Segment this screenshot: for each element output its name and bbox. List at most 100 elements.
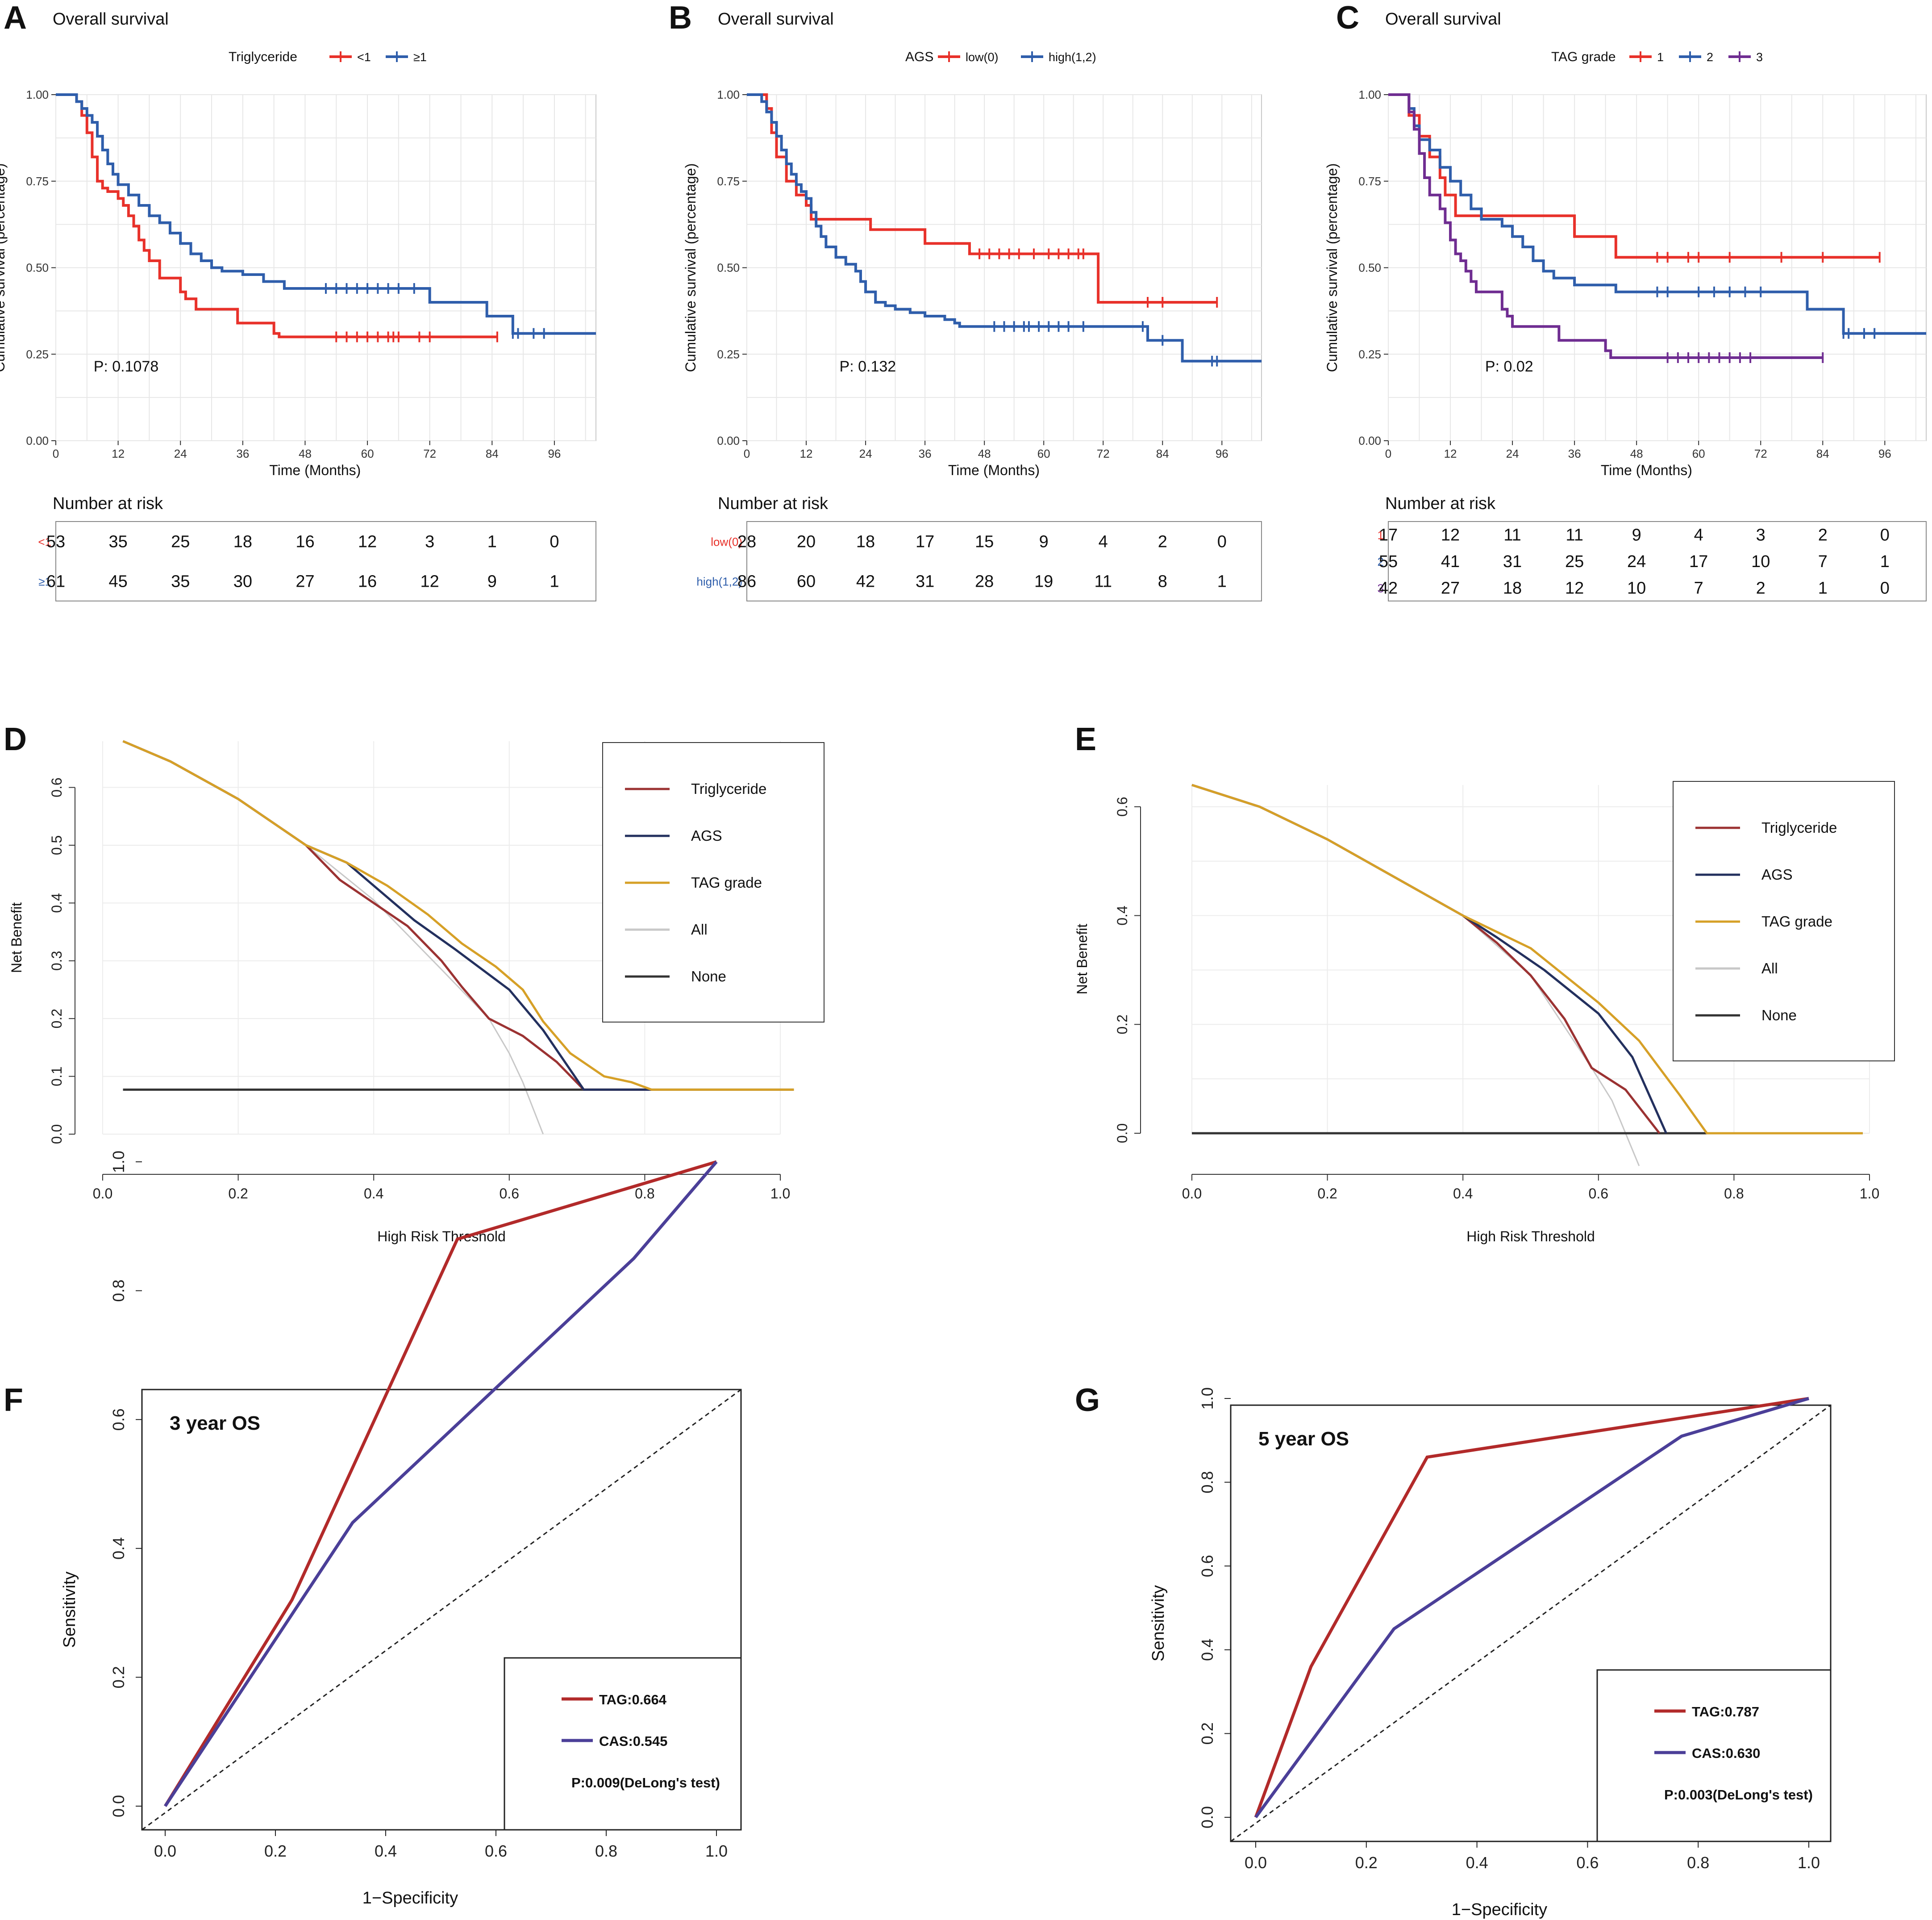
plot-title: 3 year OS xyxy=(170,1412,260,1434)
x-tick-label: 12 xyxy=(1444,447,1457,460)
x-tick-label: 96 xyxy=(1216,447,1228,460)
y-tick-label: 0.4 xyxy=(49,893,65,913)
risk-cell: 45 xyxy=(108,572,127,591)
x-tick-label: 0.2 xyxy=(228,1185,248,1202)
y-tick-label: 0.0 xyxy=(1198,1806,1216,1828)
legend-entry: TAG grade xyxy=(1761,913,1832,930)
risk-cell: 28 xyxy=(737,533,756,551)
risk-cell: 24 xyxy=(1627,552,1646,571)
dca-curve-2 xyxy=(122,740,794,1091)
risk-cell: 10 xyxy=(1751,552,1770,571)
x-tick-label: 0.4 xyxy=(1466,1853,1488,1872)
y-tick-label: 0.1 xyxy=(49,1066,65,1086)
y-tick-label: 0.6 xyxy=(109,1408,128,1431)
x-axis-label: High Risk Threshold xyxy=(1466,1228,1595,1244)
risk-table-title: Number at risk xyxy=(1385,494,1496,513)
legend-entry: None xyxy=(691,968,726,985)
y-tick-label: 1.0 xyxy=(1198,1387,1216,1410)
risk-cell: 7 xyxy=(1818,552,1828,571)
risk-cell: 55 xyxy=(1379,552,1398,571)
risk-row-label: high(1,2) xyxy=(696,575,742,589)
x-tick-label: 0.6 xyxy=(500,1185,519,1202)
legend-box xyxy=(1596,1669,1832,1842)
x-tick-label: 0.4 xyxy=(375,1842,397,1860)
risk-cell: 30 xyxy=(233,572,252,591)
y-tick-label: 0.4 xyxy=(109,1537,128,1560)
risk-cell: 28 xyxy=(975,572,994,591)
legend-entry: ≥1 xyxy=(413,50,427,64)
legend-entry: CAS:0.545 xyxy=(599,1733,667,1749)
risk-cell: 4 xyxy=(1099,533,1108,551)
risk-cell: 11 xyxy=(1095,572,1112,591)
risk-cell: 16 xyxy=(296,533,314,551)
legend-entry: 2 xyxy=(1707,50,1713,64)
y-tick-label: 0.5 xyxy=(49,835,65,855)
y-axis-label: Sensitivity xyxy=(1149,1585,1168,1661)
legend-entry: Triglyceride xyxy=(1761,819,1837,836)
risk-cell: 15 xyxy=(975,533,994,551)
risk-cell: 2 xyxy=(1158,533,1167,551)
y-tick-label: 0.0 xyxy=(49,1124,65,1144)
y-tick-label: 0.75 xyxy=(1358,175,1381,188)
x-tick-label: 96 xyxy=(548,447,561,460)
x-tick-label: 0.6 xyxy=(1589,1185,1608,1202)
risk-cell: 35 xyxy=(108,533,127,551)
x-tick-label: 84 xyxy=(486,447,499,460)
y-tick-label: 1.00 xyxy=(717,88,740,101)
x-tick-label: 0.4 xyxy=(364,1185,383,1202)
risk-row-label: 2 xyxy=(1378,555,1384,568)
x-axis-label: Time (Months) xyxy=(948,462,1040,478)
risk-cell: 12 xyxy=(358,533,377,551)
risk-cell: 20 xyxy=(797,533,816,551)
risk-table xyxy=(746,521,1262,601)
legend-entry: 1 xyxy=(1657,50,1664,64)
x-tick-label: 0.0 xyxy=(93,1185,112,1202)
risk-cell: 9 xyxy=(1632,526,1641,545)
x-tick-label: 48 xyxy=(978,447,991,460)
risk-cell: 18 xyxy=(1503,579,1522,597)
legend-entry: Triglyceride xyxy=(691,781,766,797)
x-tick-label: 0 xyxy=(53,447,59,460)
x-tick-label: 48 xyxy=(1630,447,1643,460)
risk-cell: 4 xyxy=(1694,526,1703,545)
km-curve-0 xyxy=(56,93,497,338)
risk-cell: 1 xyxy=(1880,552,1890,571)
x-axis-label: 1−Specificity xyxy=(362,1889,458,1907)
panel-label: E xyxy=(1075,722,1096,757)
risk-row-label: low(0) xyxy=(711,535,742,549)
x-tick-label: 0.4 xyxy=(1453,1185,1473,1202)
risk-table-title: Number at risk xyxy=(718,494,829,513)
risk-cell: 42 xyxy=(856,572,875,591)
x-axis-label: 1−Specificity xyxy=(1452,1900,1547,1919)
x-tick-label: 96 xyxy=(1878,447,1891,460)
x-axis-label: Time (Months) xyxy=(1601,462,1692,478)
risk-cell: 35 xyxy=(171,572,190,591)
dca-curve-2 xyxy=(1191,784,1863,1135)
x-tick-label: 0.8 xyxy=(595,1842,617,1860)
x-tick-label: 36 xyxy=(236,447,249,460)
x-tick-label: 12 xyxy=(112,447,125,460)
risk-cell: 19 xyxy=(1034,572,1053,591)
x-tick-label: 0 xyxy=(744,447,750,460)
y-tick-label: 0.2 xyxy=(49,1009,65,1028)
y-tick-label: 1.00 xyxy=(1358,88,1381,101)
panel-label: B xyxy=(669,0,692,36)
risk-cell: 11 xyxy=(1503,526,1521,545)
km-curve-1 xyxy=(56,93,596,335)
risk-cell: 0 xyxy=(1217,533,1227,551)
p-value: P: 0.132 xyxy=(840,358,896,375)
legend-entry: All xyxy=(1761,960,1778,977)
risk-row-label: 1 xyxy=(1378,529,1384,542)
reference-diagonal xyxy=(1230,1404,1831,1842)
x-tick-label: 24 xyxy=(1506,447,1519,460)
km-curve-1 xyxy=(747,93,1262,363)
y-tick-label: 0.25 xyxy=(717,347,740,361)
y-tick-label: 0.0 xyxy=(109,1795,128,1817)
x-tick-label: 12 xyxy=(800,447,813,460)
risk-table-title: Number at risk xyxy=(53,494,163,513)
risk-row-label: <1 xyxy=(38,535,51,549)
x-tick-label: 1.0 xyxy=(1798,1853,1820,1872)
risk-cell: 0 xyxy=(550,533,559,551)
risk-cell: 25 xyxy=(171,533,190,551)
